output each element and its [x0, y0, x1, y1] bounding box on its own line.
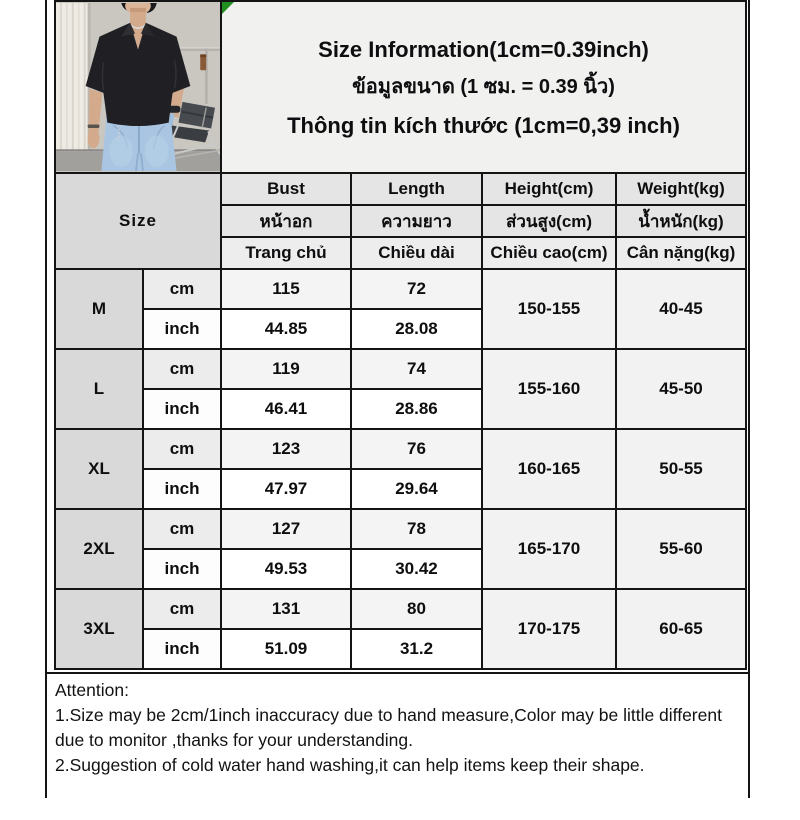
weight-range-3xl: 60-65	[615, 588, 747, 670]
length-cm-xl: 76	[350, 428, 483, 470]
title-thai: ข้อมูลขนาด (1 ซม. = 0.39 นิ้ว)	[352, 75, 615, 98]
bust-cm-xl: 123	[220, 428, 352, 470]
col-header-bust-vi: Trang chủ	[220, 236, 352, 270]
col-header-length-th: ความยาว	[350, 204, 483, 238]
bust-cm-2xl: 127	[220, 508, 352, 550]
length-inch-3xl: 31.2	[350, 628, 483, 670]
unit-inch: inch	[142, 548, 222, 590]
weight-range-xl: 50-55	[615, 428, 747, 510]
unit-cm: cm	[142, 508, 222, 550]
length-cm-3xl: 80	[350, 588, 483, 630]
bust-cm-m: 115	[220, 268, 352, 310]
height-range-l: 155-160	[481, 348, 617, 430]
unit-cm: cm	[142, 588, 222, 630]
unit-cm: cm	[142, 268, 222, 310]
col-header-weight-en: Weight(kg)	[615, 172, 747, 206]
unit-cm: cm	[142, 348, 222, 390]
col-header-height-en: Height(cm)	[481, 172, 617, 206]
size-label-m: M	[54, 268, 144, 350]
length-inch-xl: 29.64	[350, 468, 483, 510]
col-header-bust-en: Bust	[220, 172, 352, 206]
length-cm-m: 72	[350, 268, 483, 310]
attention-line-3: 2.Suggestion of cold water hand washing,…	[55, 755, 645, 775]
height-range-2xl: 165-170	[481, 508, 617, 590]
height-range-3xl: 170-175	[481, 588, 617, 670]
length-inch-m: 28.08	[350, 308, 483, 350]
height-range-m: 150-155	[481, 268, 617, 350]
unit-cm: cm	[142, 428, 222, 470]
attention-note: Attention: 1.Size may be 2cm/1inch inacc…	[47, 672, 748, 820]
unit-inch: inch	[142, 308, 222, 350]
length-cm-l: 74	[350, 348, 483, 390]
bust-inch-m: 44.85	[220, 308, 352, 350]
length-cm-2xl: 78	[350, 508, 483, 550]
weight-range-2xl: 55-60	[615, 508, 747, 590]
height-range-xl: 160-165	[481, 428, 617, 510]
col-header-height-th: ส่วนสูง(cm)	[481, 204, 617, 238]
size-header: Size	[54, 172, 222, 270]
model-photo-illustration	[57, 3, 219, 171]
col-header-bust-th: หน้าอก	[220, 204, 352, 238]
bust-inch-l: 46.41	[220, 388, 352, 430]
bust-inch-2xl: 49.53	[220, 548, 352, 590]
size-info-sheet: Size Information(1cm=0.39inch) ข้อมูลขนา…	[45, 0, 750, 820]
size-label-2xl: 2XL	[54, 508, 144, 590]
col-header-length-vi: Chiều dài	[350, 236, 483, 270]
bust-cm-3xl: 131	[220, 588, 352, 630]
model-photo	[54, 0, 222, 174]
size-label-l: L	[54, 348, 144, 430]
col-header-length-en: Length	[350, 172, 483, 206]
size-label-3xl: 3XL	[54, 588, 144, 670]
weight-range-l: 45-50	[615, 348, 747, 430]
length-inch-l: 28.86	[350, 388, 483, 430]
weight-range-m: 40-45	[615, 268, 747, 350]
unit-inch: inch	[142, 468, 222, 510]
title-english: Size Information(1cm=0.39inch)	[318, 36, 649, 62]
title-vietnamese: Thông tin kích thước (1cm=0,39 inch)	[287, 112, 680, 138]
col-header-height-vi: Chiều cao(cm)	[481, 236, 617, 270]
length-inch-2xl: 30.42	[350, 548, 483, 590]
bust-inch-xl: 47.97	[220, 468, 352, 510]
col-header-weight-vi: Cân nặng(kg)	[615, 236, 747, 270]
size-label-xl: XL	[54, 428, 144, 510]
bust-cm-l: 119	[220, 348, 352, 390]
title-cell: Size Information(1cm=0.39inch) ข้อมูลขนา…	[220, 0, 747, 174]
attention-heading: Attention:	[55, 680, 129, 700]
col-header-weight-th: น้ำหนัก(kg)	[615, 204, 747, 238]
size-table: Size Information(1cm=0.39inch) ข้อมูลขนา…	[54, 0, 747, 670]
attention-line-1: 1.Size may be 2cm/1inch inaccuracy due t…	[55, 705, 722, 725]
bust-inch-3xl: 51.09	[220, 628, 352, 670]
unit-inch: inch	[142, 628, 222, 670]
unit-inch: inch	[142, 388, 222, 430]
attention-line-2: due to monitor ,thanks for your understa…	[55, 730, 413, 750]
